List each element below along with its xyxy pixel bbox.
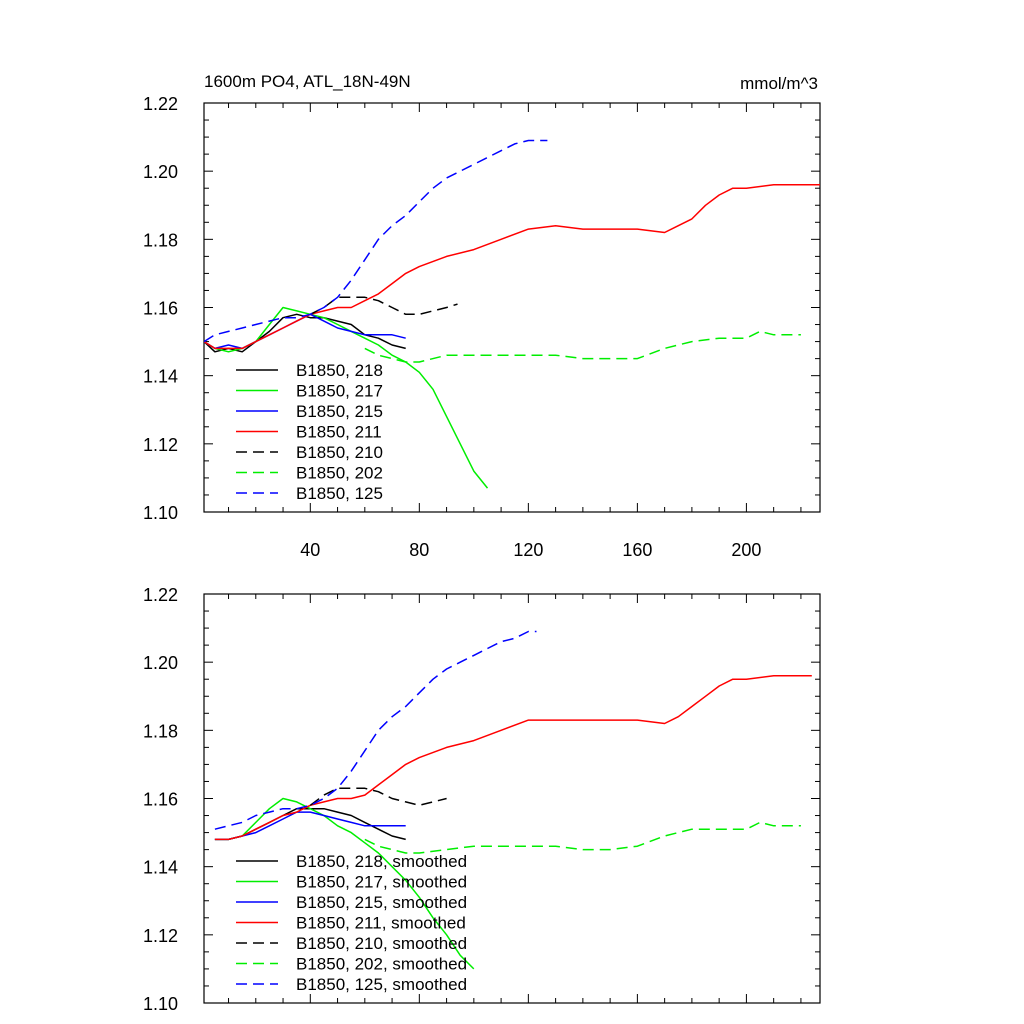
series-line-6 [364, 330, 801, 363]
x-tick-label: 200 [731, 540, 761, 560]
series-line-4 [214, 675, 812, 841]
legend-label-5: B1850, 210, smoothed [296, 934, 467, 953]
y-tick-label: 1.20 [143, 653, 178, 673]
y-tick-label: 1.16 [143, 790, 178, 810]
y-tick-label: 1.18 [143, 230, 178, 250]
legend-label-6: B1850, 202, smoothed [296, 955, 467, 974]
legend-label-2: B1850, 217 [296, 382, 383, 401]
series-group [204, 139, 820, 489]
x-tick-label: 120 [513, 540, 543, 560]
legend-label-4: B1850, 211, smoothed [296, 914, 466, 933]
y-tick-label: 1.12 [143, 926, 178, 946]
legend-label-6: B1850, 202 [296, 464, 383, 483]
series-line-5 [309, 296, 458, 316]
legend-label-1: B1850, 218 [296, 361, 383, 380]
legend-label-2: B1850, 217, smoothed [296, 873, 467, 892]
legend-label-7: B1850, 125, smoothed [296, 975, 467, 994]
y-tick-label: 1.14 [143, 367, 178, 387]
y-tick-label: 1.12 [143, 435, 178, 455]
legend-label-5: B1850, 210 [296, 443, 383, 462]
y-tick-label: 1.20 [143, 162, 178, 182]
legend-label-3: B1850, 215, smoothed [296, 893, 467, 912]
y-tick-label: 1.14 [143, 858, 178, 878]
series-line-5 [309, 787, 447, 807]
top-panel: 1600m PO4, ATL_18N-49N mmol/m^3 1.10 1.12 1.… [143, 72, 821, 560]
y-tick-label: 1.16 [143, 299, 178, 319]
chart-title: 1600m PO4, ATL_18N-49N [204, 72, 411, 91]
x-tick-label: 40 [300, 540, 320, 560]
series-line-7 [204, 139, 548, 343]
legend-label-7: B1850, 125 [296, 484, 383, 503]
series-line-4 [204, 184, 820, 350]
series-line-6 [364, 821, 801, 854]
y-tick-label: 1.10 [143, 503, 178, 523]
y-tick-label: 1.22 [143, 94, 178, 114]
bottom-panel: 1.10 1.12 1.14 1.16 1.18 1.20 1.22 B1850, 218, … [143, 585, 821, 1014]
legend-label-3: B1850, 215 [296, 402, 383, 421]
y-tick-label: 1.22 [143, 585, 178, 605]
x-tick-label: 160 [622, 540, 652, 560]
series-line-2 [214, 797, 475, 970]
y-tick-label: 1.10 [143, 994, 178, 1014]
legend-label-4: B1850, 211 [296, 423, 382, 442]
units-label: mmol/m^3 [740, 74, 818, 93]
y-tick-label: 1.18 [143, 721, 178, 741]
series-line-3 [214, 811, 406, 841]
legend-label-1: B1850, 218, smoothed [296, 852, 467, 871]
series-line-7 [214, 630, 537, 830]
series-group [214, 630, 812, 970]
x-tick-label: 80 [409, 540, 429, 560]
